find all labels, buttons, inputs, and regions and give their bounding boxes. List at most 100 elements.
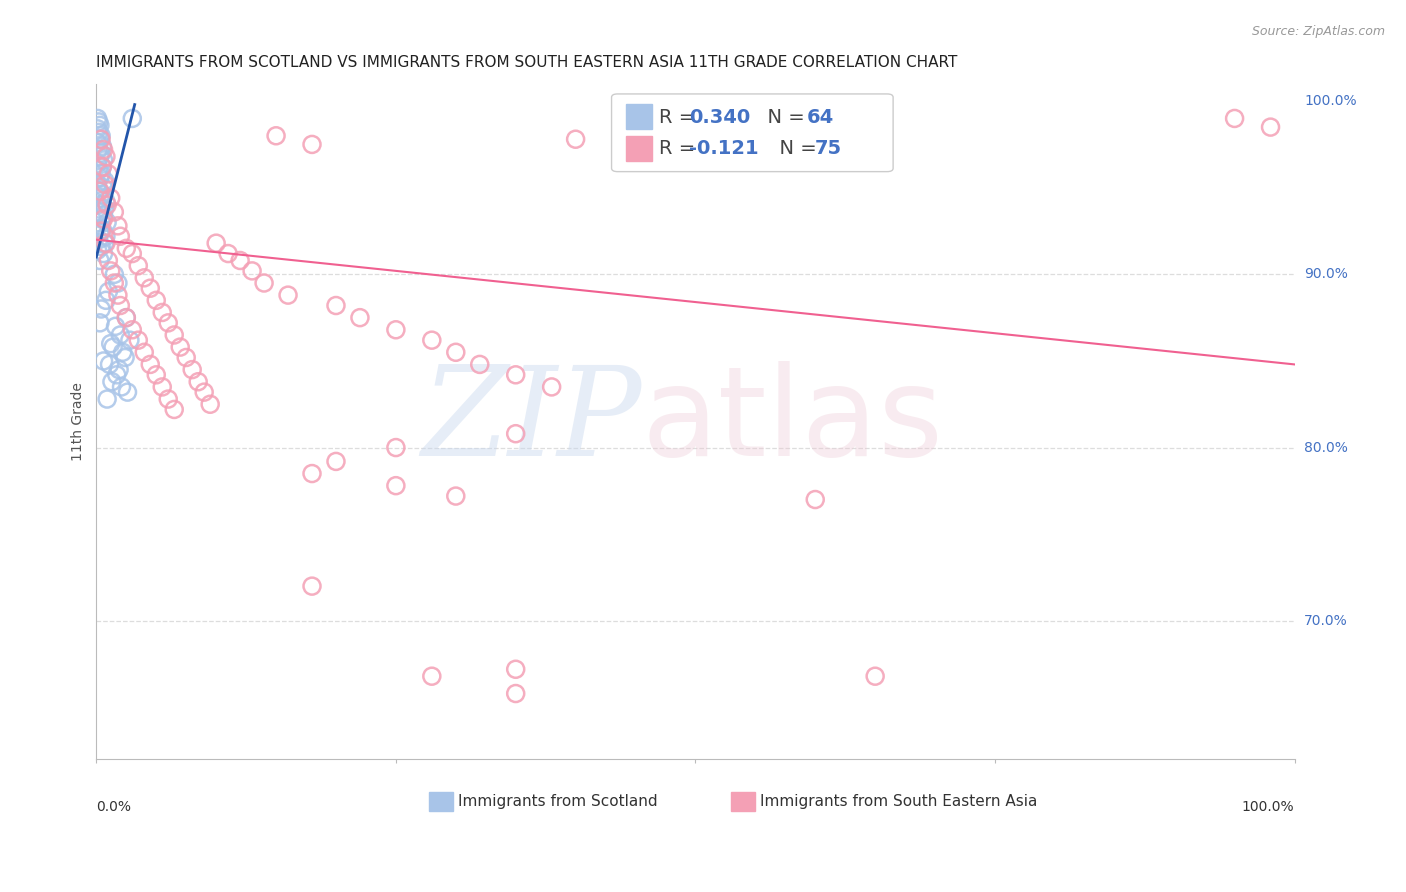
Point xyxy=(145,368,167,382)
Point xyxy=(253,276,276,290)
Point xyxy=(89,226,111,240)
Bar xyxy=(626,104,652,129)
Point xyxy=(93,211,115,226)
Point xyxy=(103,276,125,290)
Point xyxy=(89,132,111,146)
Point xyxy=(134,345,156,359)
Point xyxy=(107,288,129,302)
Text: 0.340: 0.340 xyxy=(689,108,751,127)
Text: 75: 75 xyxy=(815,139,842,158)
Text: Source: ZipAtlas.com: Source: ZipAtlas.com xyxy=(1251,25,1385,38)
Point xyxy=(385,323,408,337)
Point xyxy=(118,333,141,347)
Point xyxy=(94,150,117,164)
Point xyxy=(163,328,186,343)
Point xyxy=(174,351,197,365)
Point xyxy=(97,253,120,268)
Point xyxy=(94,236,117,251)
Point xyxy=(198,397,221,411)
Point xyxy=(325,454,347,468)
Text: ZIP: ZIP xyxy=(422,360,641,483)
Point xyxy=(89,119,111,133)
Point xyxy=(157,392,180,406)
Point xyxy=(163,402,186,417)
Point xyxy=(115,310,138,325)
Point xyxy=(107,276,129,290)
Point xyxy=(110,380,132,394)
Point xyxy=(96,198,118,212)
Point xyxy=(93,202,115,216)
Point xyxy=(540,380,562,394)
Point xyxy=(98,358,121,372)
Text: 0.0%: 0.0% xyxy=(97,800,131,814)
Text: 100.0%: 100.0% xyxy=(1241,800,1295,814)
Point xyxy=(115,241,138,255)
Point xyxy=(86,219,108,233)
Point xyxy=(93,209,115,223)
Text: -0.121: -0.121 xyxy=(689,139,759,158)
Point xyxy=(86,121,108,136)
Point xyxy=(105,368,128,382)
Point xyxy=(86,136,108,150)
Point xyxy=(114,351,136,365)
Point xyxy=(101,375,124,389)
Point xyxy=(90,146,112,161)
Point xyxy=(86,243,108,257)
Point xyxy=(1260,120,1282,135)
Point xyxy=(127,259,149,273)
Point xyxy=(91,187,114,202)
Text: Immigrants from South Eastern Asia: Immigrants from South Eastern Asia xyxy=(761,795,1038,809)
Point xyxy=(349,310,371,325)
Point xyxy=(101,340,124,354)
Point xyxy=(115,310,138,325)
Point xyxy=(217,246,239,260)
Point xyxy=(90,167,112,181)
Point xyxy=(444,489,467,503)
Point xyxy=(97,285,120,299)
Point xyxy=(420,669,443,683)
Text: Immigrants from Scotland: Immigrants from Scotland xyxy=(458,795,658,809)
Point xyxy=(110,328,132,343)
Bar xyxy=(626,136,652,161)
Point xyxy=(111,345,134,359)
Point xyxy=(127,333,149,347)
Point xyxy=(91,222,114,236)
Point xyxy=(89,184,111,198)
Point xyxy=(87,163,110,178)
Point xyxy=(150,380,173,394)
Point xyxy=(444,345,467,359)
Point xyxy=(505,426,527,441)
Point xyxy=(90,239,112,253)
Text: N =: N = xyxy=(755,108,811,127)
Point xyxy=(90,132,112,146)
Point xyxy=(89,316,111,330)
Point xyxy=(87,233,110,247)
Point xyxy=(1223,112,1246,126)
Point xyxy=(564,132,586,146)
Point xyxy=(96,392,118,406)
Text: 80.0%: 80.0% xyxy=(1305,441,1348,455)
Point xyxy=(505,686,527,700)
Point xyxy=(90,224,112,238)
Point xyxy=(104,319,127,334)
Point xyxy=(121,112,143,126)
Point xyxy=(93,153,115,167)
Point xyxy=(107,219,129,233)
Point xyxy=(87,143,110,157)
Point xyxy=(264,128,287,143)
Point xyxy=(187,375,209,389)
Text: 90.0%: 90.0% xyxy=(1305,268,1348,281)
Point xyxy=(139,281,162,295)
Point xyxy=(89,170,111,185)
Point xyxy=(93,174,115,188)
Point xyxy=(121,246,143,260)
Point xyxy=(100,264,122,278)
Text: 100.0%: 100.0% xyxy=(1305,95,1357,108)
Text: 64: 64 xyxy=(807,108,834,127)
Point xyxy=(157,316,180,330)
Point xyxy=(86,198,108,212)
FancyBboxPatch shape xyxy=(612,94,893,171)
Point xyxy=(505,662,527,676)
Point xyxy=(93,180,115,194)
Point xyxy=(420,333,443,347)
